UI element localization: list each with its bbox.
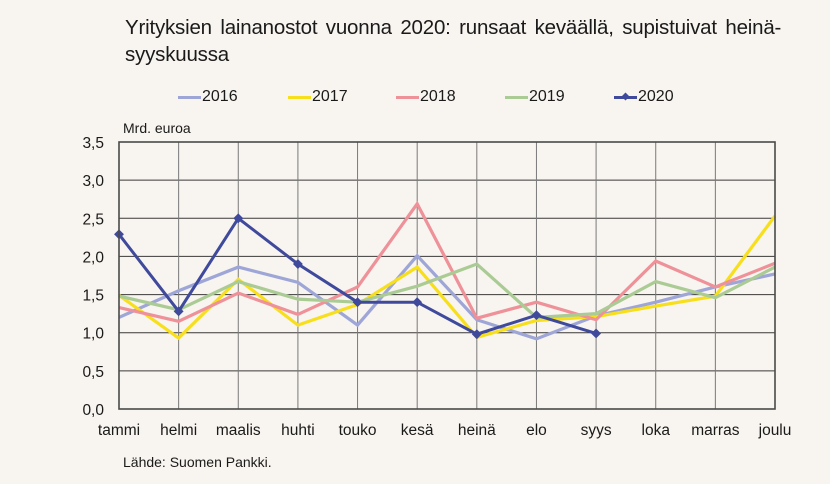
legend-swatch [614, 92, 637, 101]
x-tick-label: loka [642, 422, 671, 439]
series-2018 [118, 200, 776, 323]
series-2019 [118, 262, 776, 320]
x-axis-ticks: tammi helmi maalis huhti touko kesä heinä elo sy… [98, 422, 791, 439]
x-tick-label: maalis [216, 422, 261, 439]
x-tick-label: touko [339, 422, 377, 439]
y-tick-label: 0,5 [82, 364, 104, 381]
legend-item-2017: 2017 [288, 86, 348, 108]
x-tick-label: tammi [98, 422, 140, 439]
series-2017 [118, 215, 777, 341]
legend-item-2019: 2019 [505, 86, 565, 108]
legend-label: 2020 [638, 88, 674, 105]
series-line-2017 [118, 215, 777, 341]
legend-swatch [178, 95, 201, 99]
x-tick-label: helmi [160, 422, 197, 439]
y-tick-label: 3,5 [82, 135, 104, 152]
legend-label: 2019 [529, 88, 565, 105]
x-tick-label: marras [691, 422, 739, 439]
legend-item-2020: 2020 [614, 86, 674, 108]
series-line-2018 [118, 200, 776, 323]
legend-item-2018: 2018 [396, 86, 456, 108]
series-lines [114, 200, 777, 341]
data-point-marker [233, 213, 244, 224]
x-tick-label: kesä [401, 422, 434, 439]
data-point-marker [471, 329, 482, 340]
y-axis-label: Mrd. euroa [123, 120, 191, 136]
series-line-2016 [118, 253, 776, 341]
data-point-marker [412, 297, 423, 308]
series-2020 [114, 213, 602, 340]
y-tick-label: 1,5 [82, 288, 104, 305]
data-point-marker [591, 328, 602, 339]
series-2016 [118, 253, 776, 341]
legend-label: 2018 [420, 88, 456, 105]
data-point-marker [173, 306, 184, 317]
y-axis-ticks: 0,0 0,5 1,0 1,5 2,0 2,5 3,0 3,5 [82, 135, 104, 419]
legend-label: 2016 [202, 88, 238, 105]
y-tick-label: 0,0 [82, 402, 104, 419]
legend-item-2016: 2016 [178, 86, 238, 108]
legend-swatch [288, 95, 311, 99]
plot-frame [118, 141, 776, 410]
x-tick-label: heinä [458, 422, 496, 439]
series-line-2019 [118, 262, 776, 320]
data-point-marker [531, 310, 542, 321]
data-point-marker [352, 297, 363, 308]
x-tick-label: joulu [758, 422, 792, 439]
x-tick-label: elo [526, 422, 547, 439]
legend-swatch [396, 95, 419, 99]
data-point-marker [292, 259, 303, 270]
x-tick-label: huhti [281, 422, 315, 439]
source-note: Lähde: Suomen Pankki. [123, 454, 272, 470]
y-tick-label: 3,0 [82, 173, 104, 190]
y-tick-label: 2,0 [82, 249, 104, 266]
y-tick-label: 1,0 [82, 326, 104, 343]
x-tick-label: syys [581, 422, 612, 439]
y-tick-label: 2,5 [82, 211, 104, 228]
legend-swatch [505, 95, 528, 99]
chart-title: Yrityksien lainanostot vuonna 2020: runs… [125, 16, 782, 66]
legend-label: 2017 [312, 88, 348, 105]
